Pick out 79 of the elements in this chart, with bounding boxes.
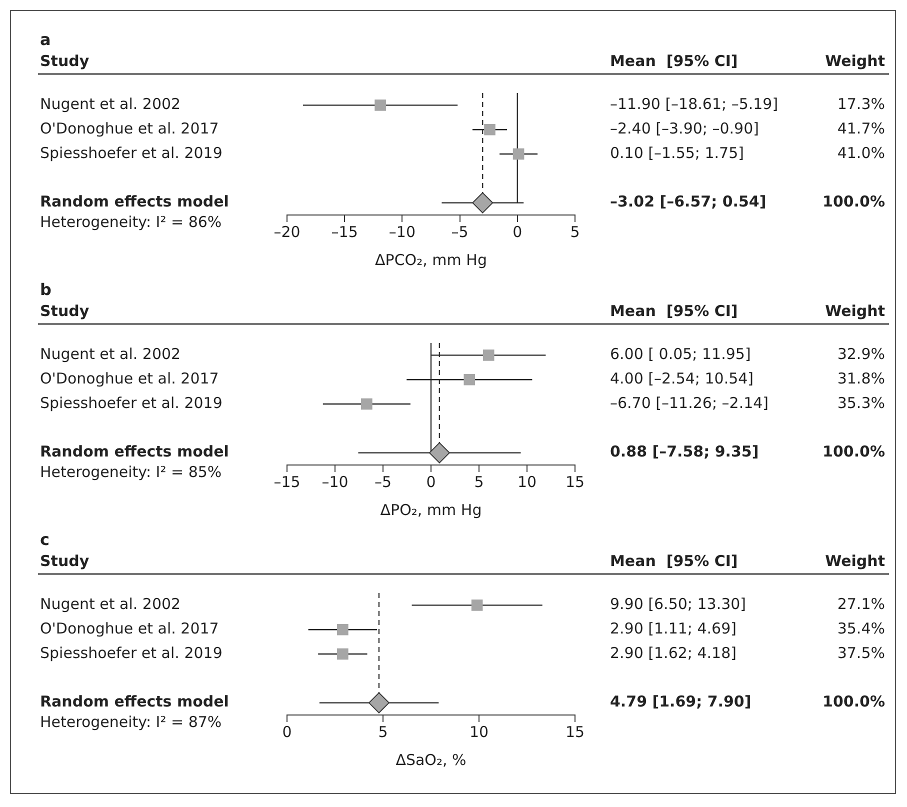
- x-tick-label: –5: [451, 222, 468, 241]
- point: [428, 442, 450, 464]
- y-tick-label: Spiesshoefer et al. 2019: [40, 644, 222, 662]
- text: 41.7%: [837, 119, 885, 138]
- x-axis-title: ΔPO₂, mm Hg: [380, 500, 482, 519]
- x-tick-label: 0: [282, 722, 292, 741]
- text: 4.79 [1.69; 7.90]: [610, 692, 752, 711]
- y-tick-label: Nugent et al. 2002: [40, 595, 181, 614]
- x-tick-label: 15: [565, 472, 585, 491]
- text: 4.00 [–2.54; 10.54]: [610, 369, 754, 388]
- text: 2.90 [1.11; 4.69]: [610, 619, 736, 638]
- x-tick-label: –15: [331, 222, 358, 241]
- y-tick-label: Spiesshoefer et al. 2019: [40, 394, 222, 412]
- y-tick-label: Random effects model: [40, 192, 229, 211]
- y-tick-label: O'Donoghue et al. 2017: [40, 119, 219, 138]
- text: 100.0%: [822, 192, 885, 211]
- text: 41.0%: [837, 144, 885, 162]
- x-tick-label: 5: [570, 222, 580, 241]
- point: [374, 100, 386, 111]
- y-tick-label: Nugent et al. 2002: [40, 95, 181, 114]
- text: 27.1%: [837, 595, 885, 614]
- y-tick-label: O'Donoghue et al. 2017: [40, 369, 219, 388]
- text: 9.90 [6.50; 13.30]: [610, 595, 746, 614]
- text: 6.00 [ 0.05; 11.95]: [610, 345, 751, 364]
- text: Mean [95% CI]: [610, 52, 738, 70]
- text: 0.88 [–7.58; 9.35]: [610, 442, 759, 461]
- text: 17.3%: [837, 95, 885, 114]
- x-tick-label: 5: [378, 722, 388, 741]
- x-tick-label: 15: [565, 722, 585, 741]
- text: Weight: [825, 52, 885, 70]
- text: a: [40, 30, 51, 50]
- y-tick-label: Spiesshoefer et al. 2019: [40, 144, 222, 162]
- text: –6.70 [–11.26; –2.14]: [610, 394, 769, 412]
- text: 35.3%: [837, 394, 885, 412]
- x-tick-label: –10: [322, 472, 348, 491]
- y-tick-label: Random effects model: [40, 442, 229, 461]
- y-axis-title: Study: [40, 52, 90, 70]
- y-tick-label: Nugent et al. 2002: [40, 345, 181, 364]
- text: 37.5%: [837, 644, 885, 662]
- y-tick-label: O'Donoghue et al. 2017: [40, 619, 219, 638]
- text: Mean [95% CI]: [610, 552, 738, 570]
- x-tick-label: 0: [426, 472, 436, 491]
- text: 2.90 [1.62; 4.18]: [610, 644, 736, 662]
- y-tick-label: Random effects model: [40, 692, 229, 711]
- text: 100.0%: [822, 692, 885, 711]
- x-tick-label: 10: [469, 722, 489, 741]
- text: 32.9%: [837, 345, 885, 364]
- text: 35.4%: [837, 619, 885, 638]
- y-axis-title: Study: [40, 302, 90, 320]
- text: 100.0%: [822, 442, 885, 461]
- text: 31.8%: [837, 369, 885, 388]
- text: Heterogeneity: I² = 86%: [40, 212, 222, 231]
- text: Mean [95% CI]: [610, 302, 738, 320]
- x-tick-label: 5: [474, 472, 484, 491]
- x-tick-label: –20: [274, 222, 300, 241]
- text: b: [40, 280, 52, 300]
- point: [484, 124, 496, 136]
- x-tick-label: –15: [274, 472, 300, 491]
- text: –11.90 [–18.61; –5.19]: [610, 95, 778, 114]
- y-axis-title: Study: [40, 552, 90, 570]
- text: Weight: [825, 552, 885, 570]
- x-tick-label: 0: [512, 222, 522, 241]
- point: [472, 192, 494, 214]
- x-axis-title: ΔPCO₂, mm Hg: [375, 250, 487, 269]
- text: –2.40 [–3.90; –0.90]: [610, 119, 759, 138]
- point: [361, 398, 372, 410]
- point: [512, 148, 524, 160]
- text: Heterogeneity: I² = 87%: [40, 712, 222, 731]
- point: [482, 350, 494, 361]
- point: [464, 374, 476, 386]
- x-tick-label: 10: [517, 472, 537, 491]
- text: Weight: [825, 302, 885, 320]
- text: Heterogeneity: I² = 85%: [40, 462, 222, 481]
- x-axis-title: ΔSaO₂, %: [396, 750, 466, 769]
- text: 0.10 [–1.55; 1.75]: [610, 144, 744, 162]
- text: c: [40, 530, 50, 550]
- x-tick-label: –10: [388, 222, 416, 241]
- text: –3.02 [–6.57; 0.54]: [610, 192, 766, 211]
- x-tick-label: –5: [374, 472, 392, 491]
